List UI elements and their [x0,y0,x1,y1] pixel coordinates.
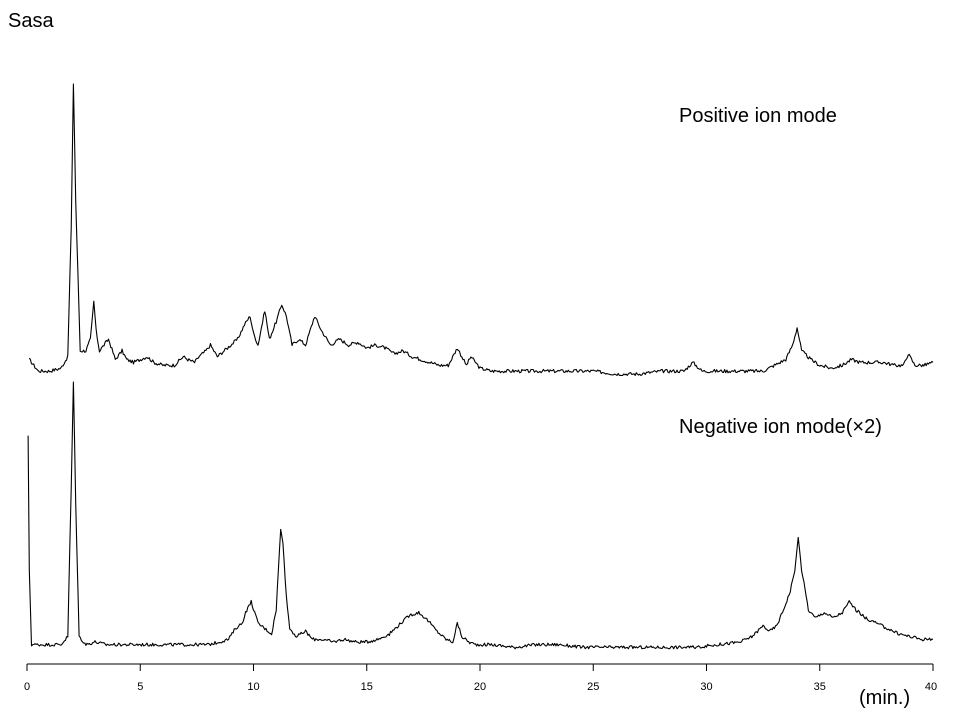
x-tick-label-15: 15 [361,681,373,693]
x-axis-label: (min.) [859,687,910,709]
x-tick-label-40: 40 [925,681,937,693]
chart-title: Sasa [8,10,54,32]
x-tick-label-35: 35 [814,681,826,693]
x-axis-ticks: 0 5 10 15 20 25 30 35 40 [24,664,937,693]
x-tick-label-30: 30 [700,681,712,693]
x-tick-label-20: 20 [474,681,486,693]
trace-negative-ion-mode [27,381,934,650]
trace-positive-ion-mode [28,83,934,376]
series-label-negative: Negative ion mode(×2) [679,416,882,438]
x-tick-label-25: 25 [587,681,599,693]
x-tick-label-0: 0 [24,681,30,693]
x-tick-label-5: 5 [137,681,143,693]
x-tick-label-10: 10 [247,681,259,693]
series-label-positive: Positive ion mode [679,105,837,127]
x-axis: 0 5 10 15 20 25 30 35 40 [24,663,937,693]
traces [27,83,934,650]
